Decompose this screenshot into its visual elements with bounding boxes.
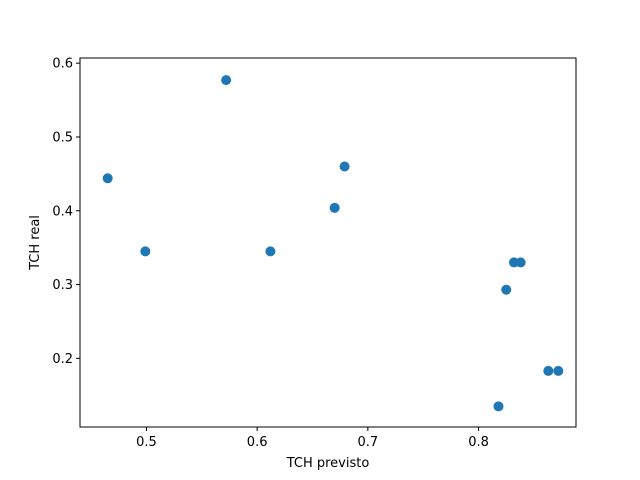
y-tick-label: 0.6 xyxy=(52,57,73,72)
x-tick-label: 0.7 xyxy=(358,435,379,450)
data-points xyxy=(102,75,564,412)
scatter-point xyxy=(329,202,340,213)
scatter-point xyxy=(221,75,232,86)
scatter-point xyxy=(543,365,554,376)
x-axis-ticks: 0.5 0.6 0.7 0.8 xyxy=(136,427,489,450)
y-axis-label: TCH real xyxy=(28,215,43,271)
scatter-point xyxy=(501,284,512,295)
scatter-point xyxy=(140,246,151,257)
scatter-point xyxy=(553,365,564,376)
y-tick-label: 0.3 xyxy=(52,278,73,293)
scatter-point xyxy=(102,173,113,184)
y-tick-label: 0.2 xyxy=(52,352,73,367)
scatter-point xyxy=(515,257,526,268)
y-tick-label: 0.4 xyxy=(52,204,73,219)
y-tick-label: 0.5 xyxy=(52,130,73,145)
scatter-point xyxy=(265,246,276,257)
x-tick-label: 0.5 xyxy=(136,435,157,450)
x-tick-label: 0.8 xyxy=(468,435,489,450)
scatter-point xyxy=(493,401,504,412)
plot-area-frame xyxy=(79,57,577,428)
y-axis-ticks: 0.2 0.3 0.4 0.5 0.6 xyxy=(52,57,80,367)
x-tick-label: 0.6 xyxy=(247,435,268,450)
x-axis-label: TCH previsto xyxy=(286,456,370,471)
scatter-point xyxy=(339,161,350,172)
